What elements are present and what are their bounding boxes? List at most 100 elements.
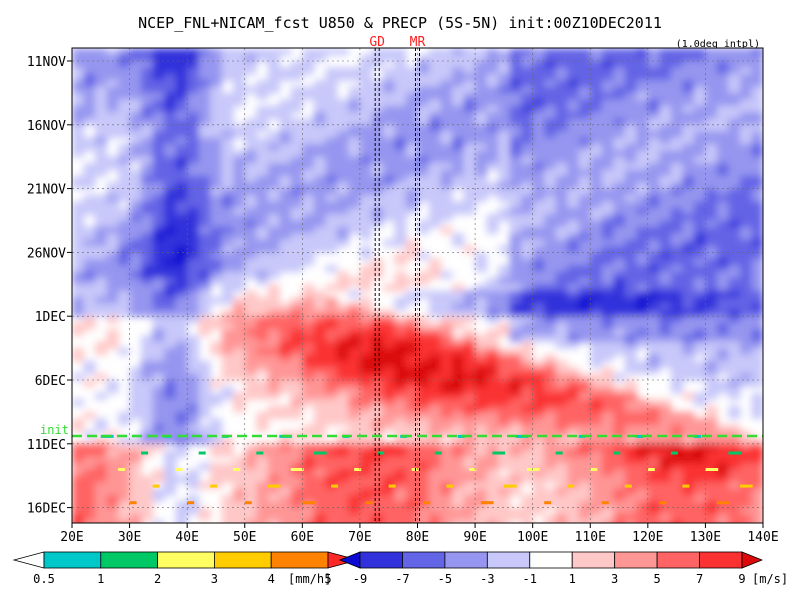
wind-cell — [705, 520, 718, 523]
wind-cell — [567, 233, 580, 241]
wind-cell — [221, 156, 234, 164]
wind-cell — [95, 150, 108, 158]
wind-cell — [325, 67, 338, 75]
wind-cell — [670, 514, 683, 521]
wind-cell — [359, 341, 372, 349]
wind-cell — [440, 137, 453, 145]
wind-cell — [198, 143, 211, 151]
precip-cell — [469, 468, 477, 471]
wind-cell — [659, 265, 672, 273]
wind-cell — [682, 520, 695, 523]
wind-cell — [221, 169, 234, 177]
wind-cell — [613, 322, 626, 330]
wind-cell — [440, 175, 453, 183]
wind-cell — [728, 67, 741, 75]
wind-cell — [544, 207, 557, 215]
wind-cell — [601, 405, 614, 413]
wind-cell — [267, 373, 280, 381]
wind-cell — [371, 431, 384, 438]
wind-cell — [348, 207, 361, 215]
wind-cell — [313, 443, 326, 451]
wind-cell — [613, 373, 626, 381]
wind-cell — [233, 360, 246, 368]
wind-cell — [267, 156, 280, 164]
wind-cell — [624, 386, 637, 394]
wind-cell — [693, 163, 706, 171]
wind-cell — [521, 507, 534, 515]
wind-cell — [567, 392, 580, 400]
wind-cell — [83, 360, 96, 368]
wind-cell — [279, 475, 292, 483]
wind-cell — [164, 61, 177, 68]
wind-cell — [152, 277, 165, 285]
wind-cell — [210, 271, 223, 279]
wind-cell — [290, 105, 303, 113]
wind-cell — [256, 163, 269, 171]
wind-cell — [509, 297, 522, 305]
wind-cell — [382, 182, 395, 190]
wind-cell — [106, 475, 119, 483]
wind-cell — [83, 67, 96, 75]
wind-cell — [382, 131, 395, 139]
wind-cell — [740, 214, 753, 222]
wind-cell — [740, 348, 753, 356]
wind-cell — [233, 48, 246, 56]
wind-cell — [636, 329, 649, 336]
wind-cell — [532, 462, 545, 470]
wind-cell — [521, 233, 534, 241]
wind-cell — [590, 284, 603, 292]
wind-cell — [624, 265, 637, 273]
wind-cell — [705, 392, 718, 400]
wind-cell — [509, 226, 522, 234]
wind-cell — [601, 105, 614, 113]
wind-cell — [567, 226, 580, 234]
wind-cell — [613, 195, 626, 202]
wind-cell — [647, 48, 660, 56]
wind-cell — [636, 514, 649, 521]
wind-cell — [175, 195, 188, 202]
wind-cell — [152, 341, 165, 349]
wind-cell — [394, 277, 407, 285]
wind-cell — [647, 303, 660, 311]
wind-cell — [682, 437, 695, 445]
wind-cell — [187, 169, 200, 177]
wind-cell — [740, 99, 753, 107]
wind-cell — [486, 61, 499, 68]
wind-cell — [636, 520, 649, 523]
wind-cell — [498, 195, 511, 202]
wind-cell — [521, 303, 534, 311]
wind-cell — [590, 112, 603, 119]
wind-cell — [394, 520, 407, 523]
wind-cell — [740, 207, 753, 215]
wind-cell — [486, 67, 499, 75]
wind-cell — [716, 303, 729, 311]
wind-cell — [532, 99, 545, 107]
wind-cell — [705, 54, 718, 62]
wind-cell — [359, 112, 372, 119]
wind-cell — [716, 112, 729, 119]
wind-cell — [429, 501, 442, 509]
wind-cell — [624, 54, 637, 62]
wind-cell — [394, 67, 407, 75]
wind-cell — [521, 316, 534, 324]
wind-unit: [m/s] — [752, 572, 788, 586]
wind-cell — [221, 48, 234, 56]
wind-cell — [601, 341, 614, 349]
wind-cell — [452, 156, 465, 164]
wind-cell — [152, 118, 165, 126]
wind-cell — [555, 329, 568, 336]
wind-cell — [567, 207, 580, 215]
wind-cell — [740, 220, 753, 228]
wind-cell — [359, 61, 372, 68]
wind-cell — [325, 443, 338, 451]
wind-cell — [348, 405, 361, 413]
wind-cell — [521, 201, 534, 209]
wind-cell — [521, 258, 534, 266]
wind-cell — [452, 92, 465, 100]
wind-cell — [210, 258, 223, 266]
wind-cell — [302, 475, 315, 483]
wind-cell — [544, 329, 557, 336]
wind-cell — [601, 303, 614, 311]
wind-cell — [740, 169, 753, 177]
wind-cell — [371, 265, 384, 273]
